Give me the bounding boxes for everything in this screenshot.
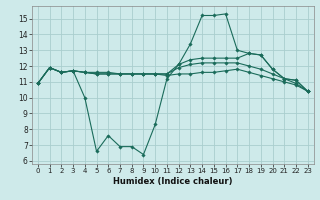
- X-axis label: Humidex (Indice chaleur): Humidex (Indice chaleur): [113, 177, 233, 186]
